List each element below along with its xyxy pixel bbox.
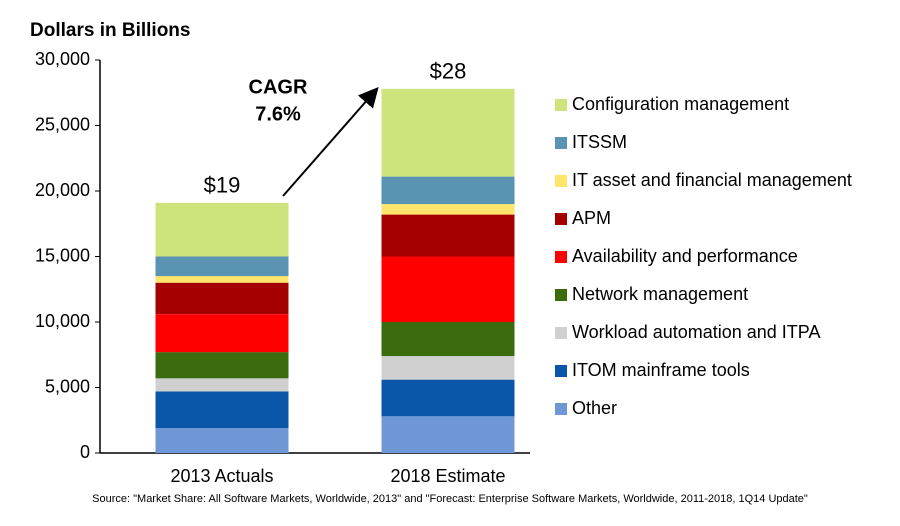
bar-segment <box>155 378 289 392</box>
y-tick-label: 25,000 <box>35 114 90 134</box>
bar-segment <box>381 204 515 215</box>
legend-swatch <box>555 365 567 377</box>
legend-swatch <box>555 99 567 111</box>
bar-segment <box>155 352 289 379</box>
legend-label: Configuration management <box>572 94 789 114</box>
cagr-arrow <box>282 86 379 197</box>
bar-total: $19 <box>204 173 241 198</box>
bar-segment <box>155 202 289 257</box>
legend-label: Other <box>572 398 617 418</box>
legend-swatch <box>555 289 567 301</box>
legend-swatch <box>555 213 567 225</box>
bar-segment <box>155 282 289 315</box>
source-note: Source: "Market Share: All Software Mark… <box>92 493 808 505</box>
y-tick-label: 30,000 <box>35 49 90 69</box>
bar-segment <box>381 88 515 177</box>
legend-label: ITSSM <box>572 132 627 152</box>
legend-label: Availability and performance <box>572 246 798 266</box>
cagr-value: 7.6% <box>255 103 301 125</box>
y-tick-label: 5,000 <box>45 376 90 396</box>
bar-segment <box>381 379 515 417</box>
bar-segment <box>155 256 289 277</box>
legend-label: Network management <box>572 284 748 304</box>
legend-label: APM <box>572 208 611 228</box>
legend-label: Workload automation and ITPA <box>572 322 820 342</box>
bar-segment <box>155 314 289 353</box>
legend-swatch <box>555 403 567 415</box>
bar-total: $28 <box>430 59 467 84</box>
bar-segment <box>381 322 515 357</box>
y-tick-label: 20,000 <box>35 180 90 200</box>
cagr-label: CAGR <box>249 76 308 98</box>
bar-segment <box>155 391 289 429</box>
legend-swatch <box>555 327 567 339</box>
legend-swatch <box>555 251 567 263</box>
bar-segment <box>381 256 515 322</box>
y-tick-label: 0 <box>80 442 90 462</box>
legend-label: ITOM mainframe tools <box>572 360 750 380</box>
bar-segment <box>381 356 515 380</box>
bar-segment <box>381 176 515 205</box>
legend-label: IT asset and financial management <box>572 170 852 190</box>
axis-title: Dollars in Billions <box>30 20 190 41</box>
x-tick-label: 2018 Estimate <box>390 466 505 486</box>
bar-segment <box>155 428 289 453</box>
x-tick-label: 2013 Actuals <box>170 466 273 486</box>
y-tick-label: 10,000 <box>35 311 90 331</box>
bar-segment <box>381 214 515 257</box>
y-tick-label: 15,000 <box>35 245 90 265</box>
bar-segment <box>155 276 289 283</box>
legend-swatch <box>555 175 567 187</box>
legend-swatch <box>555 137 567 149</box>
bar-segment <box>381 416 515 453</box>
